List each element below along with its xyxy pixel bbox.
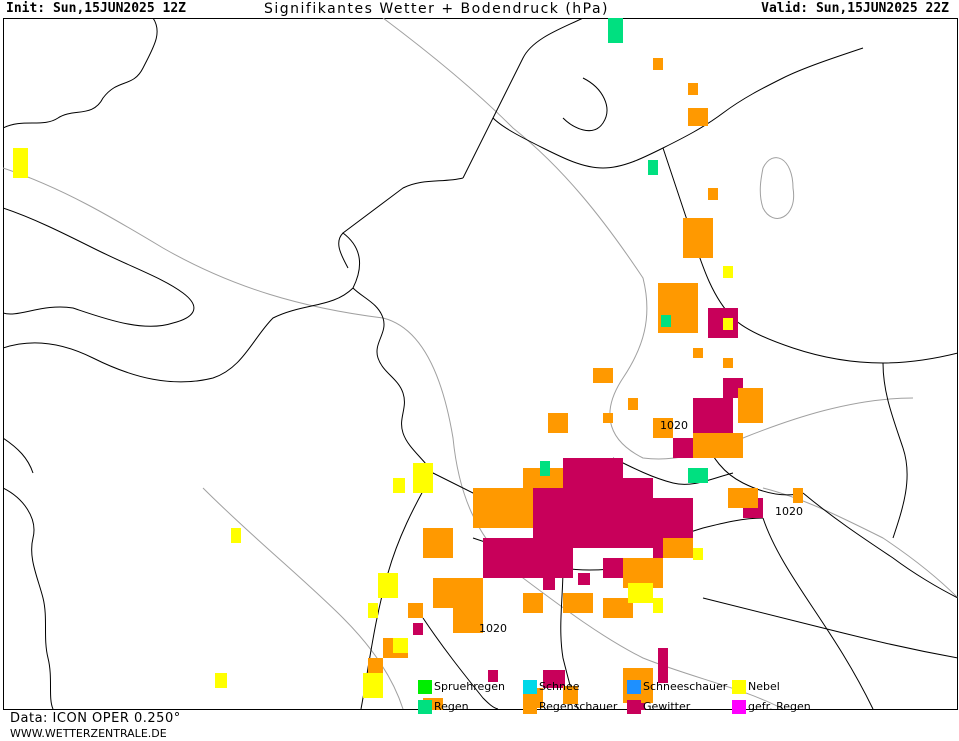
precip-cell-regenschauer (693, 433, 743, 458)
isobar-label: 1020 (775, 505, 803, 518)
precip-cell-nebel (363, 673, 383, 698)
precip-cell-regenschauer (593, 368, 613, 383)
isobar-label: 1020 (479, 622, 507, 635)
legend-label: Nebel (748, 680, 780, 693)
legend-swatch (523, 700, 537, 714)
precip-cell-gewitter (578, 573, 590, 585)
precip-cell-regenschauer (628, 398, 638, 410)
precip-cell-regenschauer (453, 608, 483, 633)
precip-cell-nebel (693, 548, 703, 560)
precip-cell-nebel (215, 673, 227, 688)
precip-cell-regen (688, 468, 708, 483)
precip-cell-nebel (231, 528, 241, 543)
legend-label: gefr. Regen (748, 700, 811, 713)
precip-cell-regenschauer (663, 538, 693, 558)
precip-cell-nebel (653, 598, 663, 613)
precip-cell-gewitter (563, 458, 623, 488)
precip-cell-regenschauer (653, 418, 673, 438)
precip-cell-regenschauer (423, 528, 453, 558)
precip-cell-regenschauer (688, 108, 708, 126)
precip-cell-nebel (723, 318, 733, 330)
precip-cell-gewitter (488, 670, 498, 682)
legend-label: Schneeschauer (643, 680, 728, 693)
weather-map[interactable]: 1020 1020 1020 (3, 18, 958, 710)
precip-cell-gewitter (533, 478, 653, 548)
precip-cell-regenschauer (523, 468, 563, 488)
legend-label: Spruehregen (434, 680, 505, 693)
precip-cell-nebel (413, 463, 433, 493)
precip-cell-gewitter (658, 648, 668, 683)
precip-cell-regenschauer (563, 686, 578, 704)
init-time: Init: Sun,15JUN2025 12Z (6, 1, 187, 16)
legend-label: Schnee (539, 680, 580, 693)
legend-swatch (418, 700, 432, 714)
precip-cell-gewitter (603, 558, 623, 578)
precip-cell-regenschauer (603, 413, 613, 423)
legend-label: Regenschauer (539, 700, 618, 713)
precip-cell-gewitter (543, 670, 565, 688)
precip-cell-regenschauer (708, 188, 718, 200)
precip-cell-regen (608, 18, 623, 43)
precip-cell-nebel (393, 638, 408, 653)
isobar-label: 1020 (660, 419, 688, 432)
precip-cell-regenschauer (548, 413, 568, 433)
precip-cell-regenschauer (793, 488, 803, 503)
precip-cell-nebel (393, 478, 405, 493)
precip-cell-gewitter (483, 538, 573, 578)
legend-swatch (627, 700, 641, 714)
precip-cell-nebel (628, 583, 653, 603)
precip-cell-nebel (378, 573, 398, 598)
precip-cell-regenschauer (728, 488, 758, 508)
legend-swatch (523, 680, 537, 694)
precip-cell-regenschauer (653, 58, 663, 70)
precip-cell-nebel (368, 603, 378, 618)
precip-cell-nebel (723, 266, 733, 278)
precip-cell-regenschauer (738, 388, 763, 423)
valid-time: Valid: Sun,15JUN2025 22Z (761, 1, 949, 16)
precip-cell-regenschauer (473, 488, 533, 528)
legend-label: Gewitter (643, 700, 691, 713)
precip-cell-regenschauer (603, 598, 633, 618)
precip-cell-regen (648, 160, 658, 175)
precip-cell-regenschauer (683, 218, 713, 258)
precip-cell-gewitter (673, 438, 693, 458)
precip-cell-regenschauer (693, 348, 703, 358)
legend-swatch (418, 680, 432, 694)
data-source: Data: ICON OPER 0.250° (10, 711, 181, 726)
precip-cell-gewitter (543, 578, 555, 590)
precip-cell-regenschauer (723, 358, 733, 368)
precip-cell-regenschauer (563, 593, 593, 613)
precip-cell-regen (540, 461, 550, 476)
precip-cell-regen (661, 315, 671, 327)
precip-cell-regenschauer (688, 83, 698, 95)
legend-swatch (732, 680, 746, 694)
legend-swatch (627, 680, 641, 694)
legend-swatch (732, 700, 746, 714)
precip-cell-regenschauer (368, 658, 383, 673)
precip-cell-regenschauer (523, 593, 543, 613)
precip-cell-gewitter (413, 623, 423, 635)
website-link[interactable]: WWW.WETTERZENTRALE.DE (10, 727, 167, 740)
precip-cell-regenschauer (408, 603, 423, 618)
precip-cell-regenschauer (433, 578, 483, 608)
precip-cell-nebel (13, 148, 28, 178)
legend-label: Regen (434, 700, 469, 713)
map-title: Signifikantes Wetter + Bodendruck (hPa) (264, 1, 610, 17)
